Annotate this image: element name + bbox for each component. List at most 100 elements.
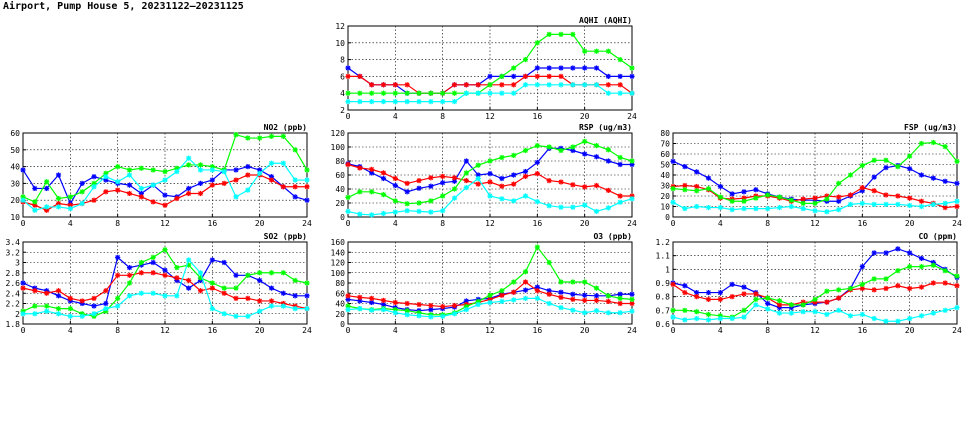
data-point	[126, 182, 133, 188]
data-point	[582, 48, 588, 54]
data-point	[416, 99, 422, 105]
data-point	[918, 264, 925, 270]
data-point	[617, 295, 623, 301]
y-tick-label: 0.9	[656, 279, 671, 288]
data-point	[942, 144, 948, 150]
data-point	[280, 290, 286, 296]
data-point	[570, 204, 576, 210]
data-point	[245, 172, 251, 178]
data-point	[729, 207, 735, 213]
data-point	[380, 170, 387, 176]
data-point	[907, 202, 913, 209]
data-point	[670, 281, 676, 287]
y-tick-label: 2	[340, 106, 345, 115]
data-point	[91, 303, 97, 309]
data-point	[558, 204, 564, 210]
data-point	[221, 180, 227, 186]
data-point	[209, 280, 215, 286]
data-point	[670, 158, 676, 164]
data-point	[682, 164, 688, 170]
data-point	[451, 302, 458, 309]
data-point	[268, 177, 275, 183]
chart-so2: 0 4 8 12 16 20 24 1.822.2 2.42.62.83 3.23.4 SO2 (p…	[6, 232, 312, 335]
data-point	[558, 289, 564, 295]
data-point	[930, 175, 936, 181]
data-point	[895, 201, 901, 207]
data-point	[605, 310, 611, 316]
data-point	[357, 306, 363, 312]
data-point	[487, 292, 493, 298]
data-point	[44, 204, 50, 210]
data-point	[847, 313, 854, 319]
data-point	[162, 267, 168, 273]
data-point	[233, 285, 239, 291]
data-point	[511, 181, 517, 187]
data-point	[380, 297, 387, 304]
x-tick-label: 20	[255, 326, 265, 335]
data-point	[174, 265, 180, 271]
data-point	[918, 313, 925, 319]
data-point	[91, 311, 97, 317]
y-tick-label: 30	[10, 179, 20, 188]
series-line	[345, 31, 635, 96]
data-point	[416, 301, 422, 308]
data-point	[629, 158, 635, 164]
data-point	[859, 200, 865, 206]
data-point	[930, 280, 936, 286]
data-point	[582, 151, 588, 157]
data-point	[682, 307, 688, 313]
x-tick-label: 16	[533, 219, 543, 228]
x-tick-label: 20	[580, 326, 590, 335]
data-point	[451, 195, 458, 201]
data-point	[44, 303, 50, 309]
data-point	[162, 293, 168, 299]
series-line	[20, 257, 310, 319]
data-point	[55, 311, 62, 317]
data-point	[369, 212, 375, 218]
data-point	[292, 306, 298, 312]
data-point	[534, 82, 540, 88]
data-point	[883, 165, 889, 171]
series-line	[345, 161, 635, 199]
data-point	[428, 99, 434, 105]
data-point	[138, 259, 144, 266]
y-tick-label: 0.7	[656, 306, 671, 315]
data-point	[103, 189, 109, 195]
data-point	[245, 164, 251, 170]
y-tick-label: 40	[335, 300, 345, 309]
data-point	[511, 289, 517, 295]
data-point	[345, 73, 351, 79]
chart-title: RSP (ug/m3)	[579, 123, 632, 132]
x-tick-label: 20	[905, 219, 915, 228]
data-point	[67, 206, 73, 212]
data-point	[186, 285, 192, 291]
data-point	[629, 73, 635, 79]
data-point	[280, 270, 286, 276]
data-point	[392, 99, 398, 105]
data-point	[499, 82, 505, 88]
data-point	[593, 293, 600, 299]
data-point	[440, 208, 446, 214]
data-point	[268, 303, 275, 309]
data-point	[487, 299, 493, 306]
data-point	[55, 288, 62, 294]
data-point	[126, 280, 133, 286]
data-point	[67, 295, 73, 301]
data-point	[605, 158, 611, 164]
data-point	[209, 167, 215, 173]
data-point	[380, 192, 387, 198]
data-point	[162, 272, 168, 278]
data-point	[428, 302, 434, 309]
data-point	[345, 65, 351, 71]
data-point	[126, 172, 133, 178]
data-point	[463, 82, 469, 88]
data-point	[292, 277, 298, 284]
x-tick-label: 24	[952, 219, 962, 228]
data-point	[788, 203, 794, 210]
data-point	[824, 299, 830, 305]
data-point	[753, 195, 759, 201]
data-point	[836, 287, 842, 293]
data-point	[605, 205, 611, 211]
y-tick-label: 0.6	[656, 320, 671, 329]
data-point	[233, 167, 239, 173]
